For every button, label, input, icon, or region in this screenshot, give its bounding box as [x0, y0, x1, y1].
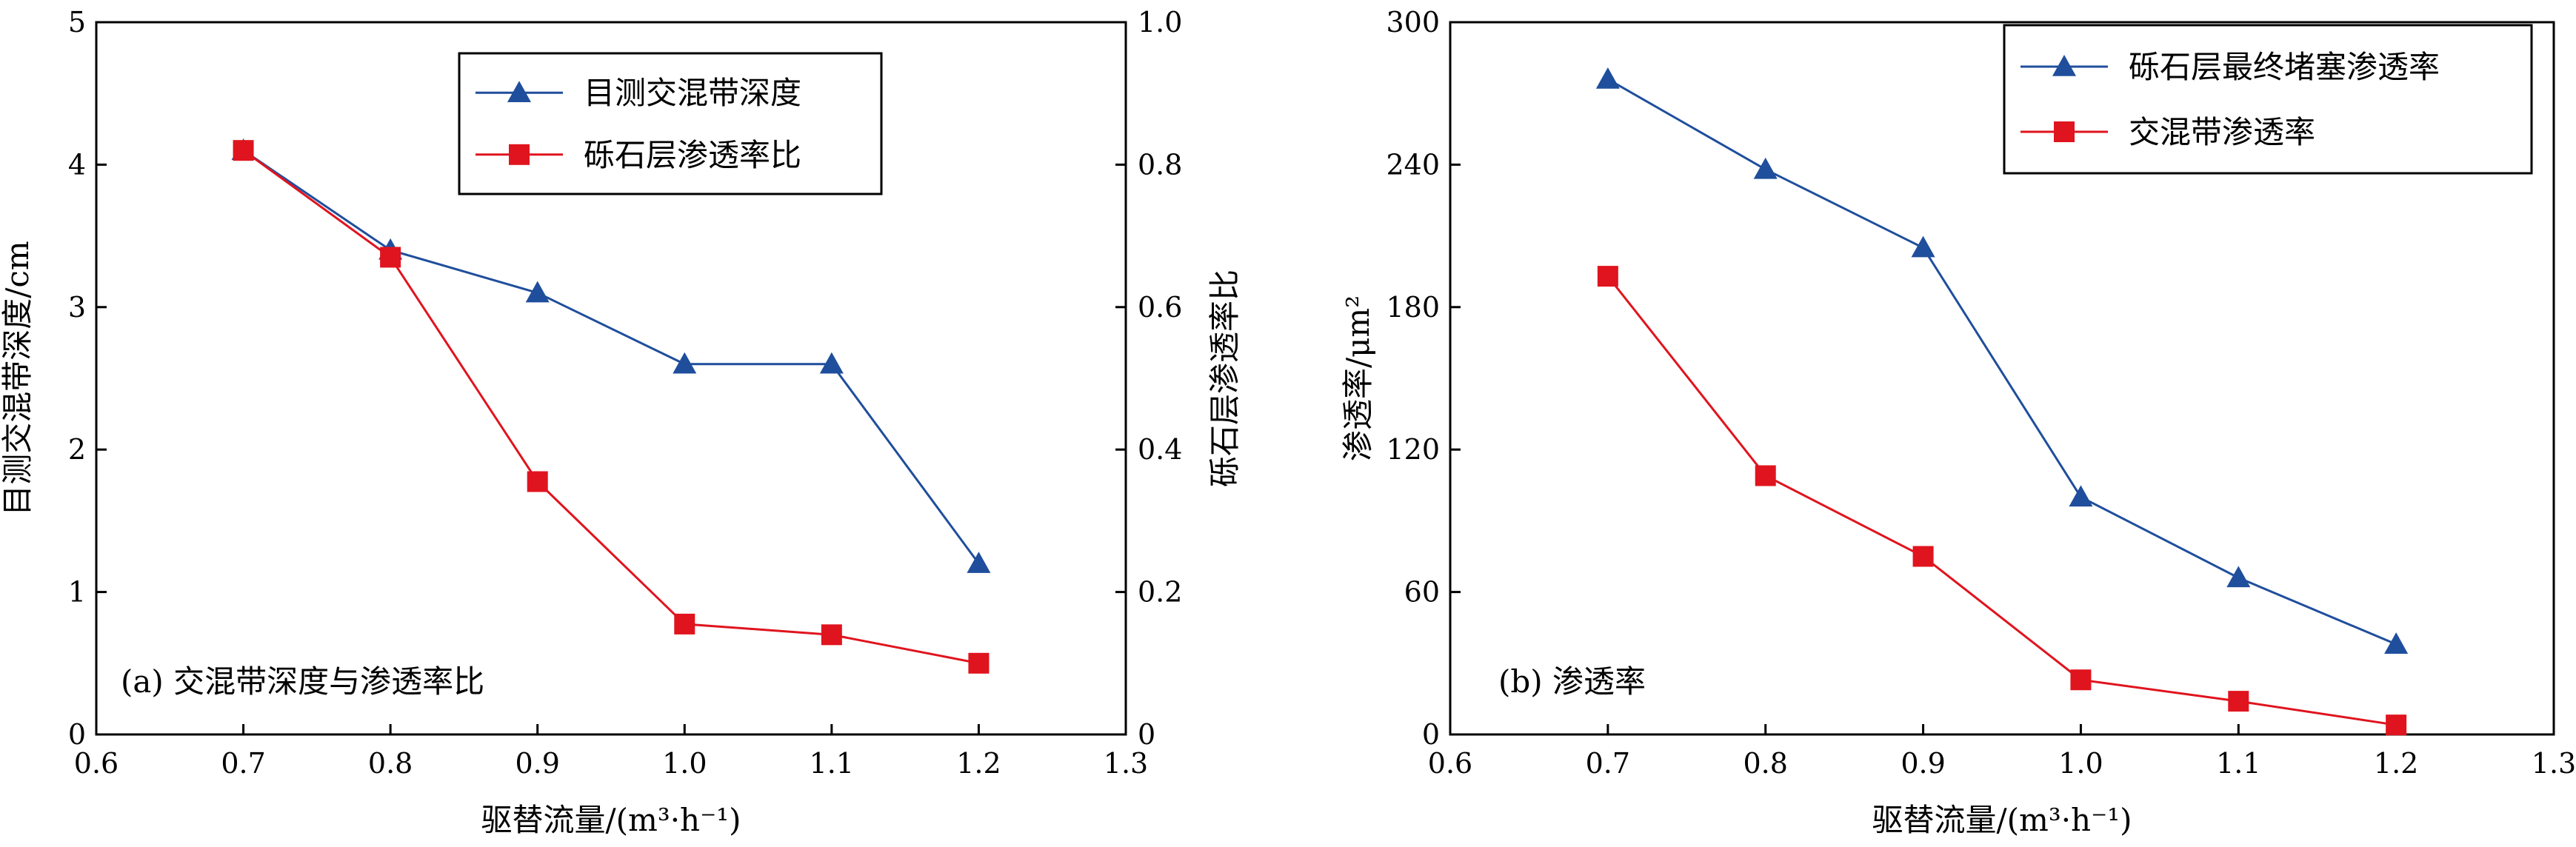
data-point	[967, 552, 991, 573]
legend-swatch-marker	[509, 144, 530, 165]
series-line-1	[242, 149, 980, 565]
legend-swatch-marker	[2054, 121, 2075, 142]
x-axis-title: 驱替流量/(m³·h⁻¹)	[1872, 802, 2132, 838]
legend-swatch-marker	[2052, 55, 2076, 76]
data-point	[1755, 465, 1776, 486]
x-axis-title: 驱替流量/(m³·h⁻¹)	[481, 802, 741, 838]
y-tick-label: 2	[68, 433, 86, 466]
data-point	[2070, 669, 2092, 691]
data-point	[2228, 691, 2249, 712]
data-point	[1912, 546, 1934, 567]
y-tick-label: 300	[1386, 6, 1440, 38]
legend-box	[458, 52, 883, 195]
y-tick-label: 60	[1404, 576, 1440, 609]
legend-label: 砾石层最终堵塞渗透率	[2129, 49, 2440, 85]
panel-b: 0.6 0.7 0.8 0.9 1.0 1.1 1.2 1.3 0 60 120 180 240 300 驱…	[1340, 6, 2576, 838]
panel-label: (b) 渗透率	[1498, 663, 1646, 700]
y-tick-label: 4	[68, 148, 86, 181]
data-point	[2384, 632, 2409, 654]
x-tick-label: 1.2	[2374, 747, 2418, 780]
y-axis-title: 目测交混带深度/cm	[0, 241, 36, 516]
data-point	[1597, 266, 1618, 287]
x-tick-label: 1.3	[2532, 747, 2576, 780]
data-point	[819, 352, 844, 374]
x-tick-label: 1.3	[1104, 747, 1148, 780]
x-tick-label: 1.2	[956, 747, 1001, 780]
data-point	[1753, 157, 1778, 179]
data-point	[380, 247, 401, 268]
legend-label: 目测交混带深度	[584, 75, 801, 111]
data-point	[968, 652, 990, 674]
y-right-tick-label: 0.2	[1138, 576, 1182, 609]
x-tick-label: 0.9	[1901, 747, 1945, 780]
legend-label: 砾石层渗透率比	[584, 137, 801, 173]
x-tick-label: 0.6	[74, 747, 119, 780]
legend-label: 交混带渗透率	[2129, 114, 2315, 150]
plot-frame	[1449, 21, 2555, 736]
plot-frame	[95, 21, 1127, 736]
data-point	[1911, 235, 1935, 258]
y-right-tick-label: 0.8	[1138, 148, 1182, 181]
data-point	[2069, 485, 2093, 507]
x-tick-label: 1.0	[662, 747, 707, 780]
series-line-2	[1606, 275, 2397, 726]
y-tick-label: 180	[1386, 291, 1440, 324]
x-tick-label: 1.0	[2058, 747, 2103, 780]
panel-label: (a) 交混带深度与渗透率比	[121, 663, 484, 700]
data-point	[673, 352, 697, 374]
x-tick-label: 0.7	[1586, 747, 1630, 780]
x-tick-label: 0.9	[515, 747, 559, 780]
x-tick-label: 0.8	[368, 747, 413, 780]
data-point	[527, 471, 548, 492]
y-tick-label: 240	[1386, 148, 1440, 181]
x-tick-label: 0.6	[1428, 747, 1472, 780]
y-axis-title: 渗透率/μm²	[1340, 295, 1376, 461]
y-tick-label: 5	[68, 6, 86, 38]
x-tick-label: 1.1	[810, 747, 854, 780]
x-tick-label: 0.7	[221, 747, 265, 780]
data-point	[1595, 67, 1620, 89]
panel-a: 0.6 0.7 0.8 0.9 1.0 1.1 1.2 1.301234500.20.40.6…	[0, 6, 1243, 838]
y-right-tick-label: 0	[1138, 718, 1155, 751]
x-tick-label: 1.1	[2216, 747, 2260, 780]
y-tick-label: 3	[68, 291, 86, 324]
series-line-1	[1607, 78, 2397, 646]
data-point	[233, 140, 254, 161]
y-right-axis-title: 砾石层渗透率比	[1207, 270, 1243, 487]
y-tick-label: 120	[1386, 433, 1440, 466]
y-right-tick-label: 0.4	[1138, 433, 1182, 466]
y-right-tick-label: 0.6	[1138, 291, 1182, 324]
y-right-tick-label: 1.0	[1138, 6, 1182, 38]
legend-swatch-marker	[507, 81, 531, 102]
data-point	[2386, 714, 2407, 736]
data-point	[674, 613, 695, 635]
legend-box	[2003, 24, 2533, 175]
data-point	[821, 624, 842, 646]
y-tick-label: 0	[68, 718, 86, 751]
y-tick-label: 0	[1422, 718, 1440, 751]
x-tick-label: 0.8	[1743, 747, 1787, 780]
data-point	[525, 281, 550, 303]
series-line-2	[242, 149, 979, 665]
y-tick-label: 1	[68, 576, 86, 609]
data-point	[2226, 566, 2251, 588]
